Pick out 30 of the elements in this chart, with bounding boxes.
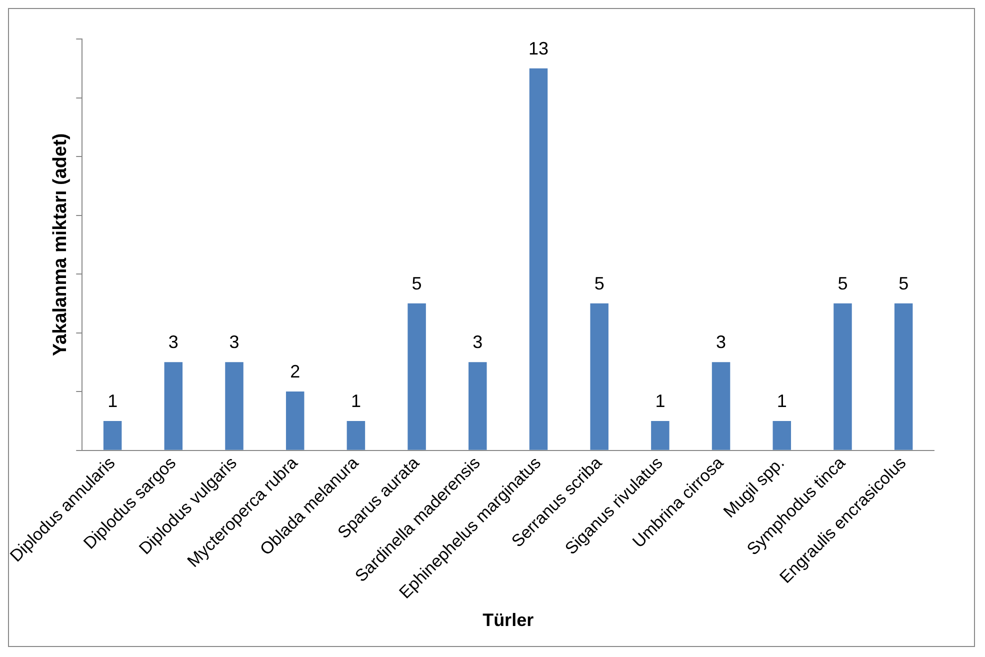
data-label: 5 [412,273,422,294]
bar [286,392,304,450]
data-label: 3 [168,332,178,352]
bar [408,303,426,450]
bar [590,303,608,450]
data-label: 3 [716,332,726,352]
bar [651,420,670,450]
bar [712,362,730,450]
y-axis-title: Yakalanma miktarı (adet) [50,133,71,356]
x-axis-title: Türler [482,610,534,630]
data-label: 13 [528,38,549,58]
bar [225,362,244,450]
data-label: 5 [594,273,604,294]
data-label: 5 [838,273,848,294]
data-label: 1 [350,390,361,411]
data-label: 1 [655,390,666,411]
data-label: 1 [776,390,787,411]
bar [346,420,366,450]
bar [834,303,852,450]
bar [164,362,183,450]
bar [894,303,913,450]
data-label: 2 [290,362,300,382]
bar [529,68,548,450]
data-label: 1 [108,390,118,411]
data-label: 3 [229,332,240,352]
data-label: 5 [898,273,909,294]
bar [103,420,122,450]
bar [772,420,792,450]
bar [468,362,487,450]
data-label: 3 [472,332,483,352]
